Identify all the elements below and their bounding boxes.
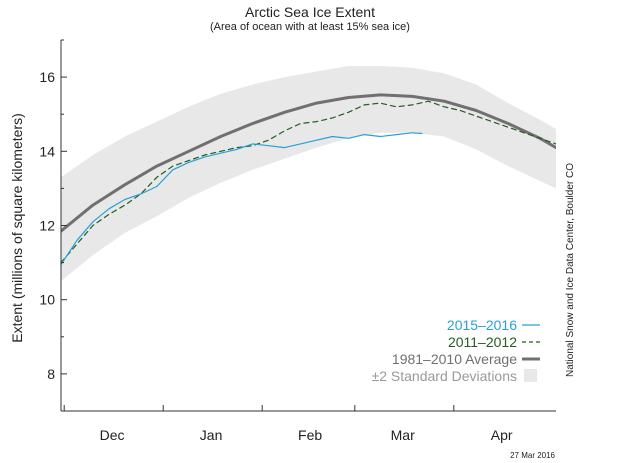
x-tick-label: Dec [100, 427, 125, 443]
y-tick-label: 16 [39, 69, 55, 85]
y-tick-label: 14 [39, 143, 55, 159]
series-line-0 [61, 93, 556, 233]
date-stamp: 27 Mar 2016 [510, 451, 555, 460]
x-tick-label: Apr [491, 427, 513, 443]
x-tick-label: Mar [391, 427, 415, 443]
legend-swatch [524, 369, 537, 382]
x-tick-label: Jan [200, 427, 223, 443]
y-tick-label: 8 [47, 366, 55, 382]
y-tick-label: 10 [39, 292, 55, 308]
series-line-2 [61, 132, 423, 266]
y-axis-label: Extent (millions of square kilometers) [9, 113, 25, 343]
credit-text: National Snow and Ice Data Center, Bould… [565, 163, 576, 377]
plot-area [61, 66, 556, 282]
std-dev-band [61, 66, 556, 282]
series-line-1 [61, 100, 556, 264]
x-tick-label: Feb [298, 427, 322, 443]
chart-subtitle: (Area of ocean with at least 15% sea ice… [210, 21, 410, 33]
axes: 8 10 12 14 16 Dec Jan Feb Mar Apr [39, 39, 556, 443]
legend-label: 2015–2016 [447, 317, 517, 333]
legend-label: ±2 Standard Deviations [372, 368, 517, 384]
legend-label: 2011–2012 [448, 334, 517, 350]
y-tick-label: 12 [39, 218, 55, 234]
legend-label: 1981–2010 Average [392, 351, 517, 367]
chart-title: Arctic Sea Ice Extent [245, 4, 375, 20]
